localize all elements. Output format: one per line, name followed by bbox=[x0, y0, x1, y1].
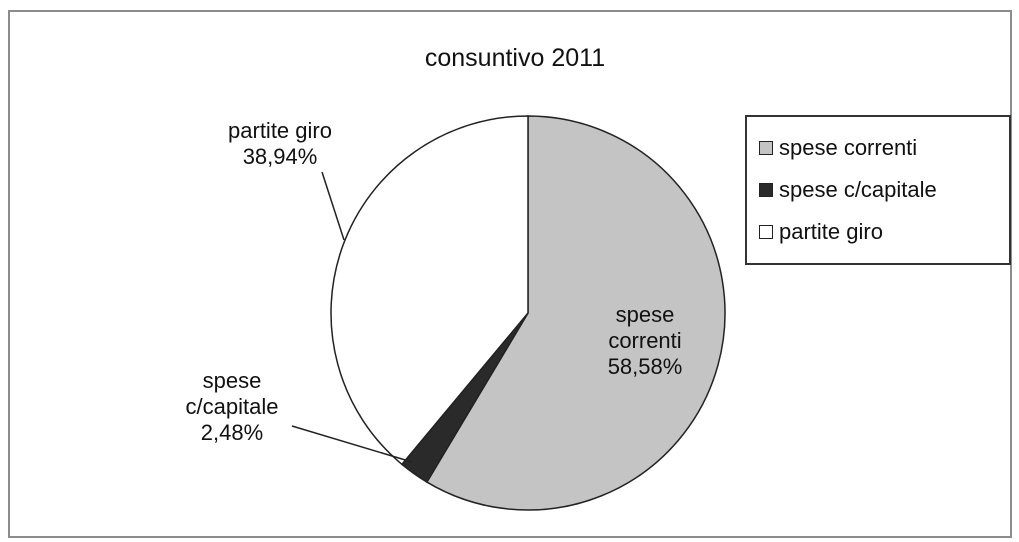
data-label-spese-correnti: spese correnti 58,58% bbox=[570, 302, 720, 380]
data-label-spese-capitale-line1: spese bbox=[202, 368, 262, 393]
legend-item-partite-giro: partite giro bbox=[759, 211, 1009, 253]
legend-item-spese-capitale: spese c/capitale bbox=[759, 169, 1009, 211]
legend-swatch-partite-giro bbox=[759, 225, 773, 239]
pie-slice-spese-correnti bbox=[425, 115, 726, 511]
data-label-spese-capitale-value: 2,48% bbox=[200, 420, 264, 445]
data-label-spese-correnti-line1: spese bbox=[615, 302, 675, 327]
data-label-spese-capitale: spese c/capitale 2,48% bbox=[162, 368, 302, 446]
pie-slice-partite-giro bbox=[330, 115, 529, 466]
leader-line-spese-capitale bbox=[291, 425, 413, 463]
data-label-partite-giro-value: 38,94% bbox=[242, 144, 318, 169]
data-label-spese-correnti-value: 58,58% bbox=[607, 354, 683, 379]
legend-swatch-spese-capitale bbox=[759, 183, 773, 197]
chart-title: consuntivo 2011 bbox=[424, 44, 606, 72]
legend-label-spese-capitale: spese c/capitale bbox=[779, 177, 937, 202]
data-label-spese-correnti-line2: correnti bbox=[608, 328, 682, 353]
data-label-partite-giro: partite giro 38,94% bbox=[200, 118, 360, 170]
legend: spese correnti spese c/capitale partite … bbox=[745, 115, 1011, 265]
data-label-spese-capitale-line2: c/capitale bbox=[185, 394, 279, 419]
legend-label-partite-giro: partite giro bbox=[779, 219, 883, 244]
legend-swatch-spese-correnti bbox=[759, 141, 773, 155]
legend-label-spese-correnti: spese correnti bbox=[779, 135, 918, 160]
data-label-partite-giro-line1: partite giro bbox=[228, 118, 332, 143]
leader-line-partite-giro bbox=[321, 171, 345, 241]
legend-item-spese-correnti: spese correnti bbox=[759, 127, 1009, 169]
